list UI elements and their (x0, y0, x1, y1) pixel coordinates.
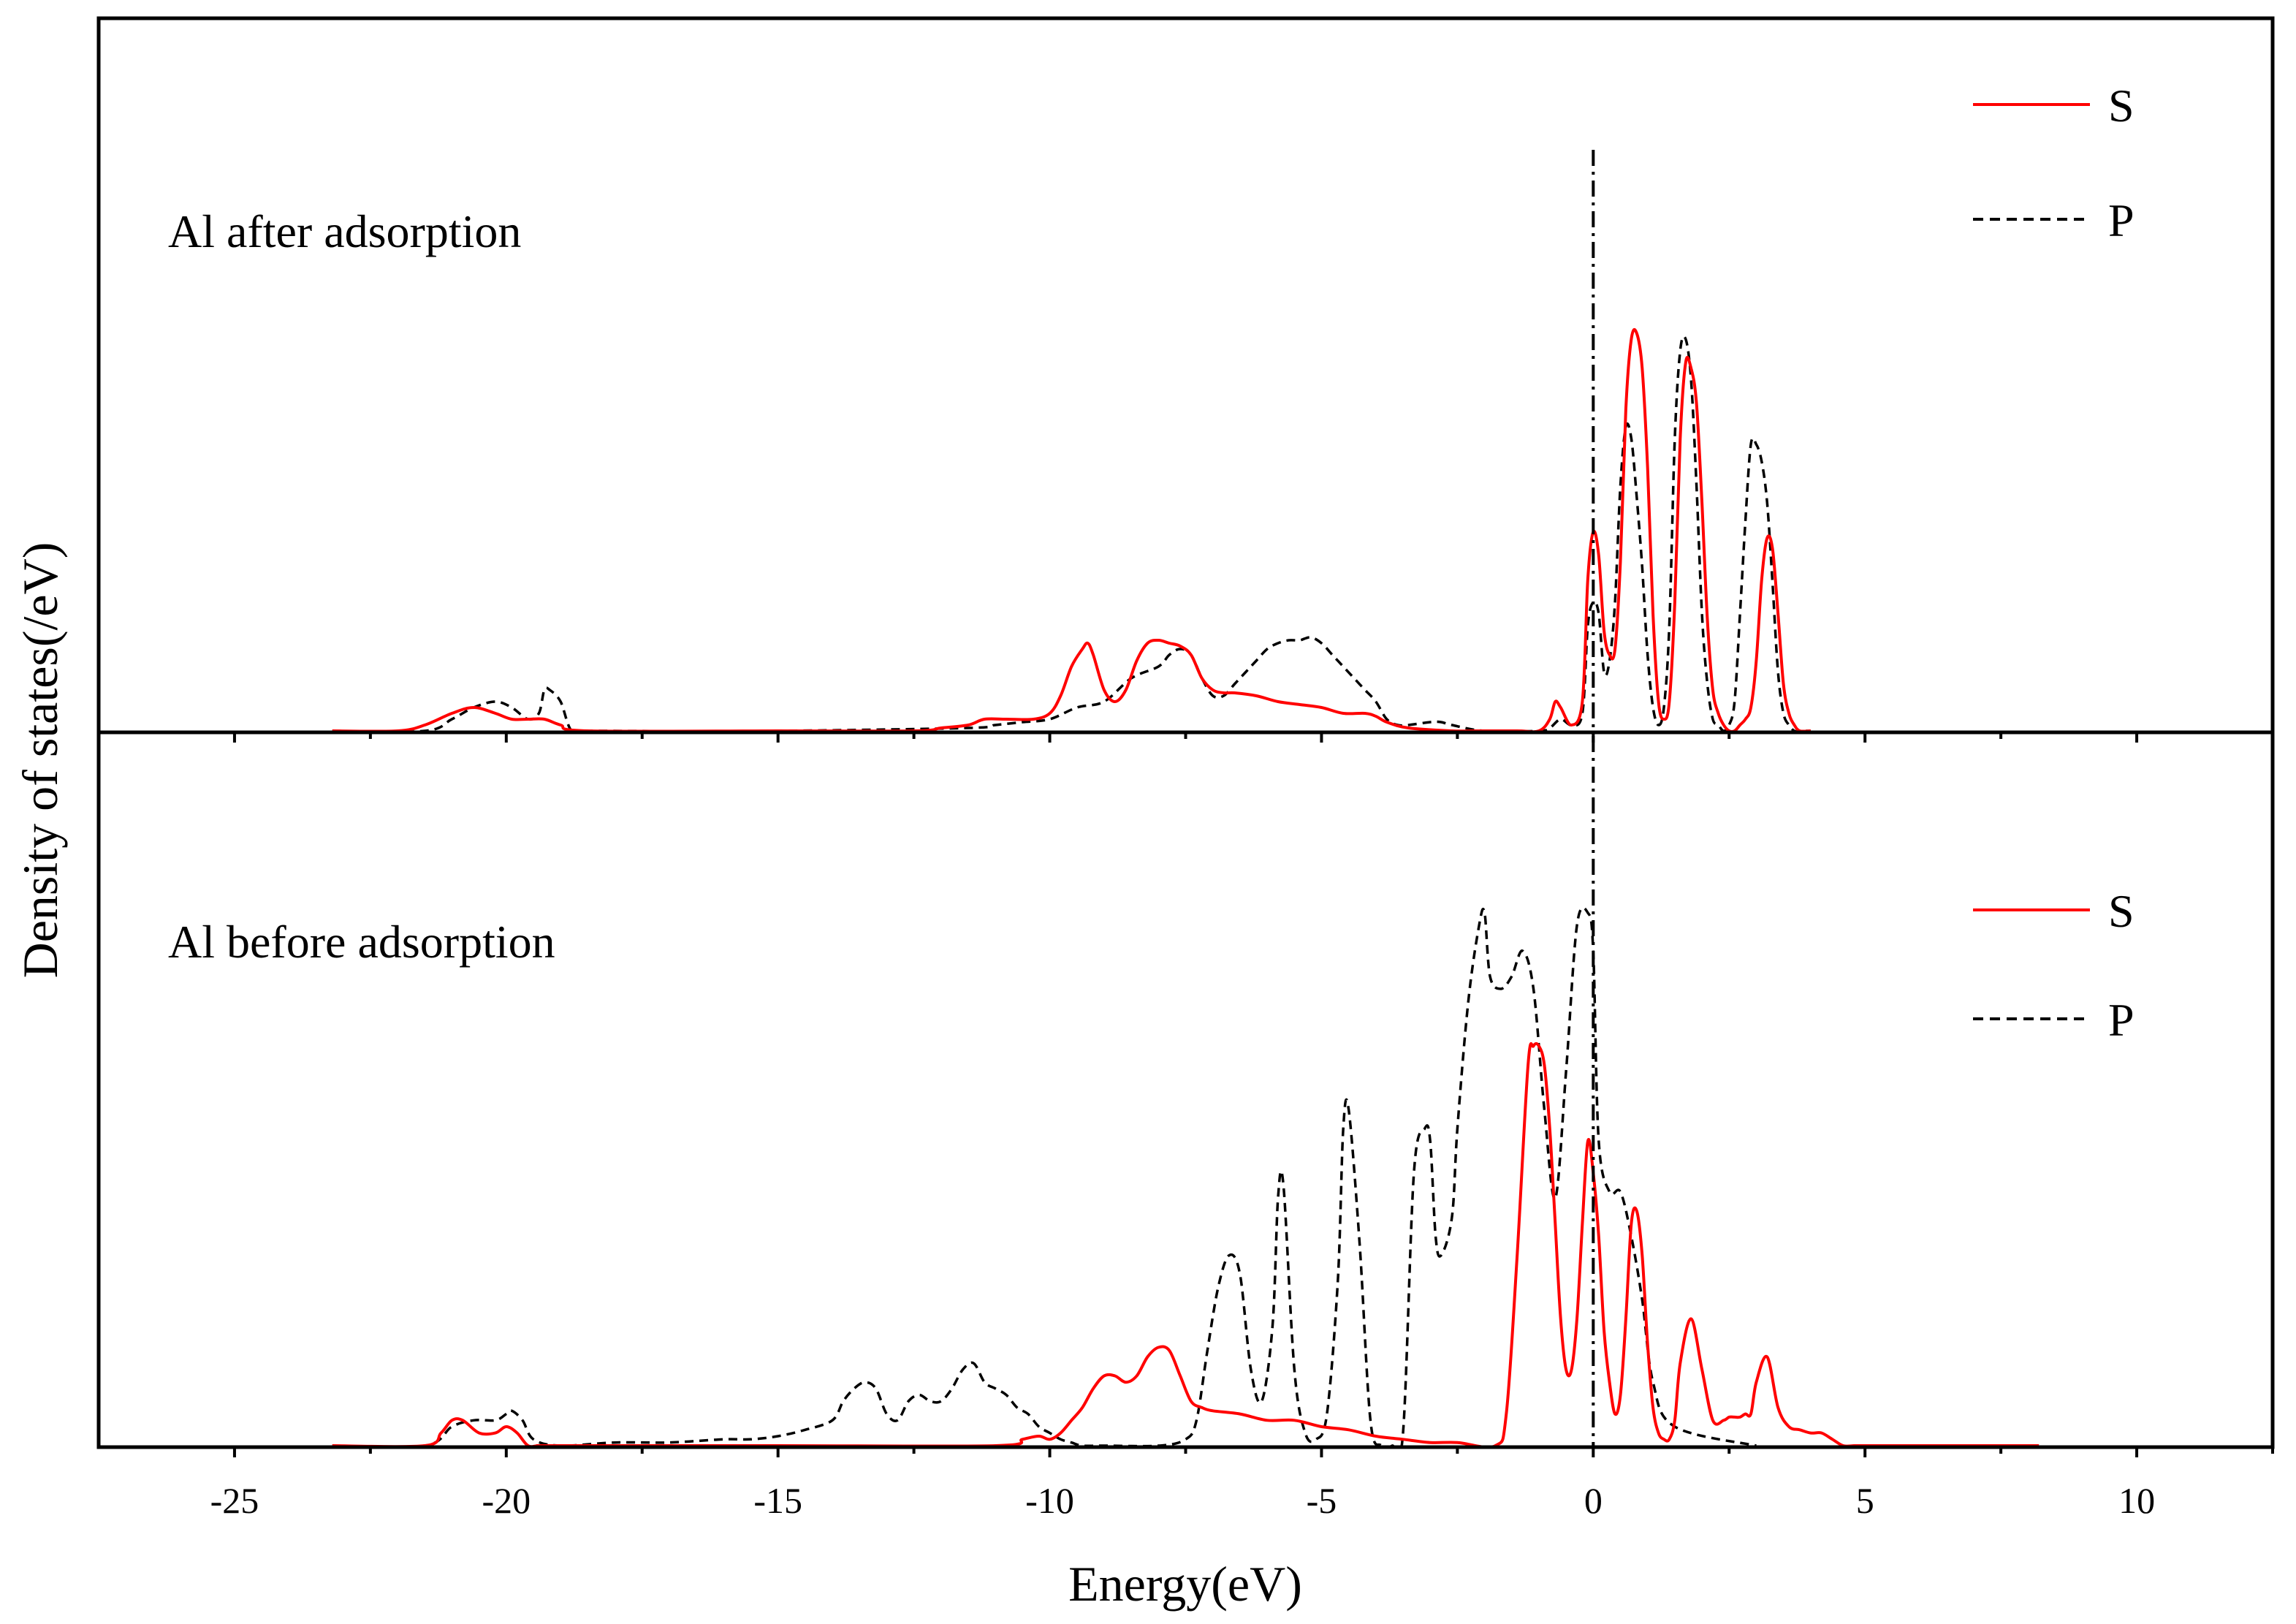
legend-bottom-p-label: P (2108, 994, 2135, 1046)
legend-bottom-s-label: S (2108, 885, 2135, 937)
legend-top: S P (1973, 80, 2135, 246)
x-tick-label: -5 (1307, 1480, 1337, 1521)
series-line-s-top (332, 328, 1811, 732)
x-tick-label: -10 (1025, 1480, 1074, 1521)
series-line-p-bottom (332, 906, 1757, 1447)
bottom-panel-frame (96, 730, 2275, 1449)
x-tick-label: 5 (1856, 1480, 1874, 1521)
x-tick-label: -20 (482, 1480, 531, 1521)
legend-top-p-label: P (2108, 194, 2135, 246)
x-tick-label: 10 (2118, 1480, 2155, 1521)
series-line-s-bottom (332, 1041, 2040, 1447)
x-tick-labels: -25 -20 -15 -10 -5 0 5 10 (210, 1480, 2155, 1521)
panel-label-top: Al after adsorption (168, 205, 521, 257)
bottom-panel: Al before adsorption S P (96, 730, 2275, 1457)
legend-bottom: S P (1973, 885, 2135, 1046)
y-axis-label: Density of states(/eV) (12, 542, 68, 979)
panel-label-bottom: Al before adsorption (168, 916, 555, 968)
x-tick-label: -15 (753, 1480, 802, 1521)
x-tick-label: 0 (1584, 1480, 1603, 1521)
x-tick-label: -25 (210, 1480, 259, 1521)
legend-top-s-label: S (2108, 80, 2135, 132)
x-axis-label: Energy(eV) (1068, 1556, 1302, 1612)
bottom-panel-series (332, 906, 2040, 1447)
